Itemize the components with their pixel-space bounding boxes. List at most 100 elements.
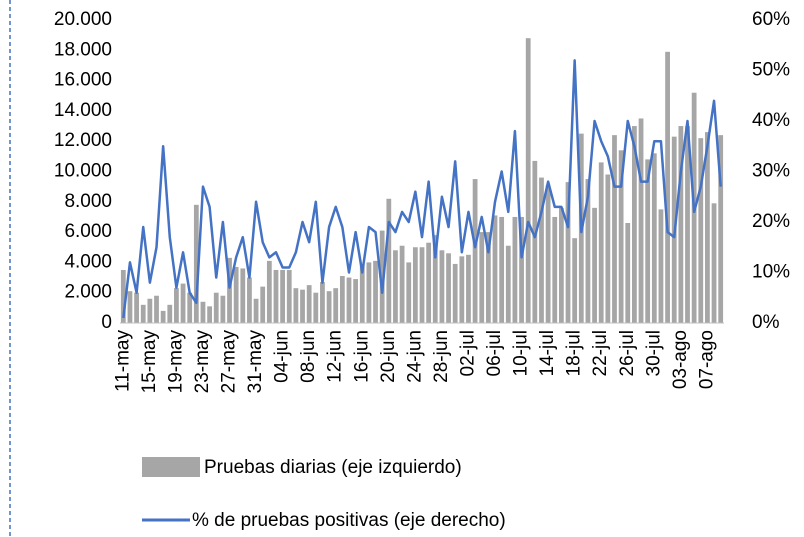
bar <box>592 207 597 323</box>
x-tick-label: 31-may <box>245 330 266 394</box>
bar <box>167 304 173 323</box>
bar <box>651 153 657 323</box>
bar <box>572 238 578 323</box>
x-tick-label: 12-jun <box>325 330 346 383</box>
y2-tick-label: 40% <box>752 110 790 131</box>
bar <box>227 257 232 323</box>
y-tick-label: 20.000 <box>54 9 112 30</box>
y-tick-label: 2.000 <box>64 282 112 303</box>
bar <box>472 179 478 323</box>
bar <box>353 279 359 323</box>
y-tick-label: 0 <box>101 312 112 333</box>
bar <box>293 288 299 323</box>
bar <box>585 179 591 323</box>
bar <box>247 277 252 323</box>
bar <box>466 254 471 323</box>
bar <box>552 216 558 323</box>
bar <box>406 262 412 323</box>
bar <box>193 204 199 323</box>
bar <box>393 250 398 323</box>
x-tick-label: 15-may <box>139 330 160 394</box>
bar <box>698 138 704 323</box>
bar <box>558 207 564 323</box>
x-tick-label: 22-jul <box>590 330 611 376</box>
bar <box>399 245 405 323</box>
legend-swatch <box>142 457 200 477</box>
bar <box>632 126 637 323</box>
x-tick-label: 08-jun <box>298 330 319 383</box>
bar <box>386 198 392 323</box>
bar <box>412 247 418 323</box>
bar <box>359 263 365 323</box>
y-tick-label: 8.000 <box>64 191 112 212</box>
bar <box>379 230 385 323</box>
bar <box>187 292 193 323</box>
bar <box>499 216 505 323</box>
y-tick-label: 6.000 <box>64 221 112 242</box>
x-tick-label: 26-jul <box>617 330 638 376</box>
x-tick-label: 23-may <box>192 330 213 394</box>
y2-tick-label: 60% <box>752 9 790 30</box>
y-tick-label: 4.000 <box>64 251 112 272</box>
bar <box>532 160 538 323</box>
bar <box>346 277 352 323</box>
bar <box>432 235 438 323</box>
x-tick-label: 10-jul <box>511 330 532 376</box>
y-tick-label: 12.000 <box>54 130 112 151</box>
bar <box>306 285 312 323</box>
bar <box>539 177 544 323</box>
bar <box>320 282 325 323</box>
y2-tick-label: 20% <box>752 211 790 232</box>
y-tick-label: 18.000 <box>54 39 112 60</box>
x-tick-label: 04-jun <box>272 330 293 383</box>
bar <box>711 203 717 323</box>
bar <box>665 51 670 323</box>
bar <box>200 301 206 323</box>
bar <box>678 126 684 323</box>
x-tick-label: 30-jul <box>643 330 664 376</box>
bar <box>260 286 266 323</box>
x-tick-label: 20-jun <box>378 330 399 383</box>
y2-tick-label: 50% <box>752 60 790 81</box>
bar <box>446 253 451 323</box>
bar <box>127 291 133 323</box>
bar <box>120 269 126 323</box>
x-tick-label: 27-may <box>219 330 240 394</box>
bar <box>605 174 611 323</box>
x-tick-label: 28-jun <box>431 330 452 383</box>
bar <box>525 38 531 324</box>
bar <box>452 263 458 323</box>
x-tick-label: 18-jul <box>564 330 585 376</box>
y-tick-label: 14.000 <box>54 100 112 121</box>
bar <box>545 185 551 323</box>
x-tick-label: 24-jun <box>404 330 425 383</box>
y2-tick-label: 10% <box>752 262 790 283</box>
y-tick-label: 16.000 <box>54 70 112 91</box>
x-tick-label: 19-may <box>165 330 186 394</box>
bar <box>426 242 432 323</box>
bar <box>485 232 491 323</box>
bar <box>565 182 571 323</box>
x-tick-label: 16-jun <box>351 330 372 383</box>
bar <box>705 132 710 323</box>
bar <box>326 291 332 323</box>
bar <box>519 216 524 323</box>
bar <box>638 118 644 323</box>
bar <box>718 135 724 323</box>
y2-tick-label: 0% <box>752 312 780 333</box>
bar <box>625 223 631 323</box>
bar <box>618 150 624 323</box>
bar <box>366 262 372 323</box>
x-tick-label: 11-may <box>112 330 133 392</box>
bar <box>612 135 617 323</box>
bar <box>313 292 319 323</box>
line-series <box>122 59 722 319</box>
bar <box>273 269 279 323</box>
bar <box>233 266 239 323</box>
bar <box>505 245 511 323</box>
bar <box>373 260 378 323</box>
bar <box>479 232 485 323</box>
bar <box>439 250 445 323</box>
x-tick-label: 06-jul <box>484 330 505 376</box>
bar <box>492 215 498 323</box>
